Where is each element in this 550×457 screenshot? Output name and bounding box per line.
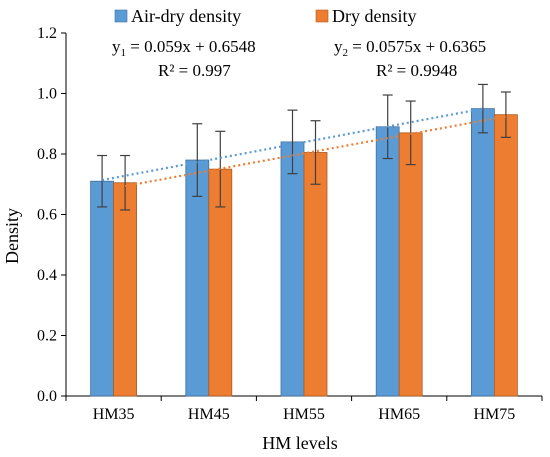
y-tick-label: 0.0 — [37, 388, 57, 405]
legend-swatch-dry — [315, 9, 329, 23]
bar-air-dry-hm75 — [470, 108, 495, 397]
eq1-rhs: = 0.059x + 0.6548 — [126, 37, 256, 56]
bar-dry-hm35 — [113, 182, 137, 397]
eq2-sub: 2 — [343, 47, 349, 59]
error-bar — [500, 91, 511, 138]
eq1-var: y — [112, 37, 121, 56]
x-tick-label: HM65 — [378, 406, 420, 423]
trend-equations: y1 = 0.059x + 0.6548 R² = 0.997 y2 = 0.0… — [112, 37, 486, 80]
legend-swatch-air-dry — [114, 9, 128, 23]
bar-dry-hm75 — [493, 114, 518, 397]
x-tick-label: HM55 — [283, 406, 325, 423]
x-axis-title: HM levels — [262, 433, 338, 453]
bar-dry-hm55 — [303, 152, 328, 397]
equation-air-dry: y1 = 0.059x + 0.6548 — [112, 37, 256, 59]
error-bar — [287, 109, 298, 175]
error-bar — [477, 83, 488, 134]
legend-label-dry: Dry density — [332, 6, 417, 26]
bar-air-dry-hm35 — [90, 180, 114, 397]
x-ticks: HM35 HM45 HM55 HM65 HM75 — [65, 396, 543, 423]
y-tick-label: 0.8 — [37, 146, 57, 163]
x-tick-label: HM35 — [93, 406, 135, 423]
bar-air-dry-hm55 — [280, 141, 305, 397]
bars — [90, 108, 518, 397]
y-tick-label: 1.2 — [37, 25, 57, 42]
legend-label-air-dry: Air-dry density — [131, 6, 241, 26]
r2-dry: R² = 0.9948 — [376, 61, 457, 80]
y-tick-label: 0.2 — [37, 328, 57, 345]
y-axis-title: Density — [2, 208, 22, 264]
y-ticks: 0.0 0.2 0.4 0.6 0.8 1.0 1.2 — [37, 25, 66, 405]
eq2-rhs: = 0.0575x + 0.6365 — [348, 37, 486, 56]
eq1-sub: 1 — [121, 47, 127, 59]
legend: Air-dry density Dry density — [114, 6, 417, 26]
error-bar — [120, 154, 131, 211]
equation-dry: y2 = 0.0575x + 0.6365 — [334, 37, 486, 59]
eq2-var: y — [334, 37, 343, 56]
error-bar — [310, 120, 321, 185]
y-tick-label: 0.6 — [37, 207, 57, 224]
bar-air-dry-hm65 — [375, 126, 400, 397]
y-tick-label: 0.4 — [37, 267, 57, 284]
bar-dry-hm65 — [398, 132, 423, 397]
error-bar — [192, 123, 203, 197]
x-tick-label: HM75 — [474, 406, 516, 423]
x-tick-label: HM45 — [188, 406, 230, 423]
y-tick-label: 1.0 — [37, 86, 57, 103]
r2-air-dry: R² = 0.997 — [158, 61, 231, 80]
error-bar — [97, 154, 108, 208]
